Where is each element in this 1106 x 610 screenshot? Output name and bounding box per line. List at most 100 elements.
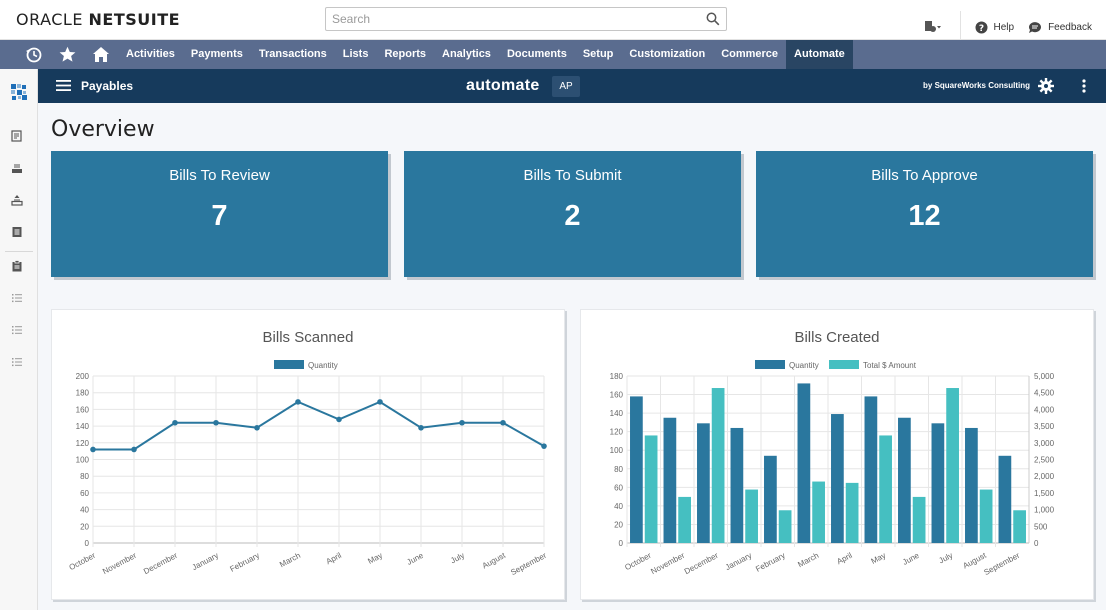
nav-favorites[interactable] bbox=[50, 40, 84, 69]
bar-quantity bbox=[965, 427, 978, 543]
app-bar: Payables automate AP by SquareWorks Cons… bbox=[38, 69, 1106, 103]
y2-tick-label: 2,000 bbox=[1034, 472, 1055, 481]
x-tick-label: June bbox=[901, 551, 921, 567]
data-point bbox=[295, 399, 301, 405]
x-tick-label: December bbox=[683, 551, 720, 576]
bills-list-icon[interactable] bbox=[11, 130, 23, 142]
series-line-quantity bbox=[93, 400, 545, 451]
bar-chart: Quantity Total $ Amount 0 20 40 60 80 100 120 140… bbox=[610, 360, 1055, 577]
hamburger-menu-icon[interactable] bbox=[56, 80, 71, 91]
bar-quantity bbox=[831, 414, 844, 543]
nav-lists[interactable]: Lists bbox=[342, 48, 369, 60]
inbox-tray-icon[interactable] bbox=[11, 162, 23, 174]
nav-setup[interactable]: Setup bbox=[582, 48, 614, 60]
search-icon[interactable] bbox=[706, 12, 720, 26]
more-options-icon[interactable] bbox=[1082, 79, 1086, 93]
x-tick-label: February bbox=[228, 551, 260, 574]
card-value: 12 bbox=[908, 200, 941, 232]
y-tick-label: 120 bbox=[610, 428, 624, 437]
list-icon[interactable] bbox=[11, 356, 23, 368]
global-search bbox=[325, 7, 727, 31]
list-icon[interactable] bbox=[11, 324, 23, 336]
nav-customization[interactable]: Customization bbox=[629, 48, 706, 60]
bar-total-amount bbox=[812, 481, 825, 543]
card-bills-to-review[interactable]: Bills To Review 7 bbox=[51, 151, 388, 277]
y-tick-label: 140 bbox=[610, 409, 624, 418]
nav-documents[interactable]: Documents bbox=[506, 48, 567, 60]
nav-activities[interactable]: Activities bbox=[126, 48, 175, 60]
x-tick-label: November bbox=[101, 551, 138, 576]
nav-automate[interactable]: Automate bbox=[786, 40, 853, 69]
y2-tick-label: 0 bbox=[1034, 539, 1039, 548]
bar-quantity bbox=[663, 417, 677, 543]
y2-tick-label: 4,500 bbox=[1034, 389, 1055, 398]
nav-analytics[interactable]: Analytics bbox=[442, 48, 491, 60]
y-tick-label: 0 bbox=[619, 539, 624, 548]
data-point bbox=[90, 446, 96, 453]
y-tick-label: 140 bbox=[76, 422, 90, 431]
bar-quantity bbox=[697, 423, 710, 543]
card-label: Bills To Review bbox=[169, 167, 270, 184]
clipboard-icon[interactable] bbox=[11, 260, 23, 272]
bar-total-amount bbox=[678, 496, 691, 543]
search-input[interactable] bbox=[326, 8, 696, 30]
data-point bbox=[541, 443, 547, 449]
x-tick-label: June bbox=[405, 551, 425, 567]
bar-total-amount bbox=[745, 489, 758, 543]
y2-tick-label: 2,500 bbox=[1034, 456, 1055, 465]
data-point bbox=[336, 416, 342, 423]
card-bills-to-submit[interactable]: Bills To Submit 2 bbox=[404, 151, 741, 277]
chart-title: Bills Created bbox=[794, 329, 880, 346]
main-navigation: Activities Payments Transactions Lists R… bbox=[0, 40, 1106, 69]
data-point bbox=[418, 424, 424, 431]
legend-label: Quantity bbox=[789, 361, 819, 370]
y-tick-label: 60 bbox=[80, 489, 89, 498]
x-tick-label: April bbox=[835, 551, 854, 567]
card-value: 2 bbox=[564, 200, 581, 232]
main-content: Overview Bills To Review 7 Bills To Subm… bbox=[38, 103, 1106, 610]
x-tick-label: January bbox=[724, 551, 753, 572]
x-tick-label: December bbox=[142, 551, 179, 576]
y-tick-label: 80 bbox=[80, 472, 89, 481]
nav-home[interactable] bbox=[84, 40, 118, 69]
y2-tick-label: 4,000 bbox=[1034, 405, 1055, 414]
list-icon[interactable] bbox=[11, 292, 23, 304]
module-badge: AP bbox=[552, 76, 580, 97]
bar-total-amount bbox=[879, 435, 892, 543]
y-tick-label: 0 bbox=[85, 539, 90, 548]
y-tick-label: 40 bbox=[80, 506, 89, 515]
x-tick-label: October bbox=[68, 551, 98, 572]
card-bills-to-approve[interactable]: Bills To Approve 12 bbox=[756, 151, 1093, 277]
y-tick-label: 100 bbox=[76, 456, 90, 465]
bar-quantity bbox=[998, 455, 1012, 543]
dashboard-grid-icon[interactable] bbox=[10, 83, 28, 101]
y-tick-label: 160 bbox=[76, 405, 90, 414]
y2-tick-label: 500 bbox=[1034, 522, 1048, 531]
feedback-link[interactable]: Feedback bbox=[1028, 21, 1092, 34]
y-tick-label: 180 bbox=[610, 372, 624, 381]
legend-swatch bbox=[755, 360, 785, 369]
nav-recent[interactable] bbox=[16, 40, 50, 69]
nav-transactions[interactable]: Transactions bbox=[258, 48, 327, 60]
nav-commerce[interactable]: Commerce bbox=[721, 48, 779, 60]
home-icon bbox=[93, 47, 109, 62]
logo-text-light: ORACLE bbox=[16, 10, 89, 29]
nav-payments[interactable]: Payments bbox=[190, 48, 243, 60]
data-point bbox=[500, 419, 506, 426]
line-chart: Quantity 0 20 40 60 80 100 120 140 160 180 200 Octob… bbox=[68, 360, 548, 577]
netsuite-logo[interactable]: ORACLE NETSUITE bbox=[16, 10, 180, 29]
bar-quantity bbox=[730, 427, 744, 543]
nav-reports[interactable]: Reports bbox=[384, 48, 427, 60]
y-tick-label: 180 bbox=[76, 389, 90, 398]
automate-brand: automate bbox=[466, 77, 540, 94]
bar-quantity bbox=[898, 417, 911, 543]
left-sidebar bbox=[0, 69, 38, 610]
app-title: Payables bbox=[81, 79, 134, 93]
logo-text-bold: NETSUITE bbox=[88, 10, 181, 29]
help-link[interactable]: ? Help bbox=[975, 21, 1014, 34]
upload-tray-icon[interactable] bbox=[11, 194, 23, 206]
y-tick-label: 160 bbox=[610, 391, 624, 400]
roles-menu[interactable] bbox=[924, 20, 948, 34]
settings-gear-icon[interactable] bbox=[1038, 78, 1054, 94]
document-icon[interactable] bbox=[11, 226, 23, 238]
